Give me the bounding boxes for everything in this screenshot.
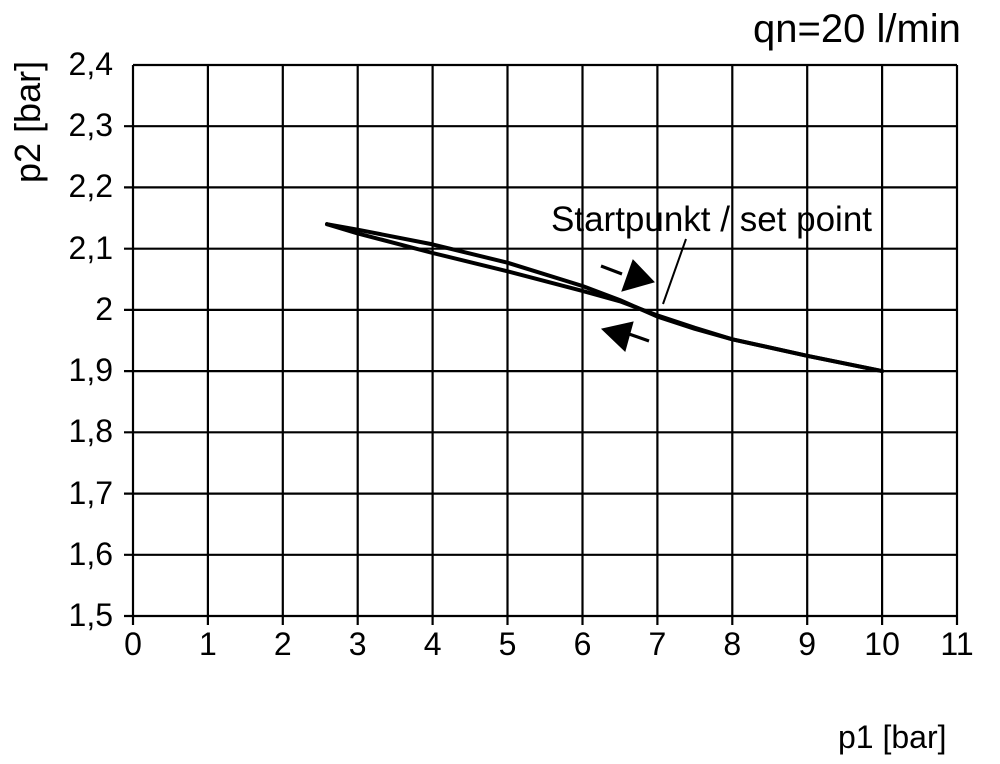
svg-text:p1 [bar]: p1 [bar] [838,719,947,755]
svg-text:2,4: 2,4 [69,46,113,82]
svg-text:1,5: 1,5 [69,597,113,633]
svg-text:p2 [bar]: p2 [bar] [7,61,48,183]
svg-text:0: 0 [124,626,142,662]
svg-text:1,7: 1,7 [69,475,113,511]
svg-text:1: 1 [199,626,217,662]
svg-text:2,1: 2,1 [69,230,113,266]
svg-text:8: 8 [723,626,741,662]
svg-text:2,2: 2,2 [69,168,113,204]
svg-text:2,3: 2,3 [69,107,113,143]
svg-text:1,6: 1,6 [69,536,113,572]
svg-text:2: 2 [95,291,113,327]
svg-text:1,8: 1,8 [69,413,113,449]
svg-text:3: 3 [349,626,367,662]
svg-text:qn=20 l/min: qn=20 l/min [753,7,961,51]
svg-text:6: 6 [574,626,592,662]
svg-text:11: 11 [940,626,973,662]
svg-text:9: 9 [798,626,816,662]
svg-text:Startpunkt / set point: Startpunkt / set point [551,200,872,239]
svg-text:7: 7 [649,626,667,662]
svg-text:4: 4 [424,626,442,662]
svg-text:5: 5 [499,626,517,662]
svg-text:10: 10 [864,626,900,662]
svg-text:2: 2 [274,626,292,662]
svg-text:1,9: 1,9 [69,352,113,388]
